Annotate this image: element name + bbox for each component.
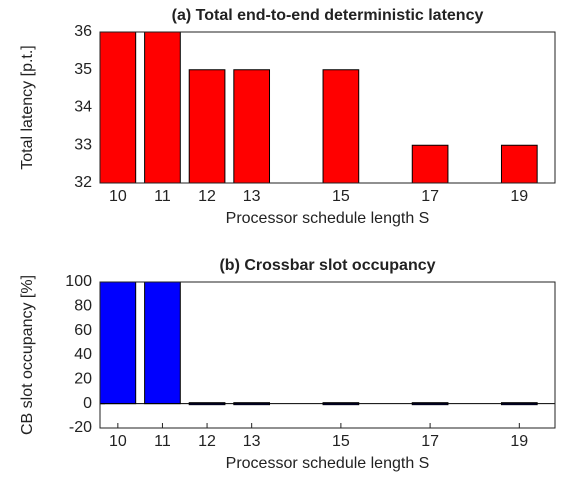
y-tick-label: 36 bbox=[74, 23, 92, 40]
x-tick-label: 10 bbox=[109, 433, 127, 450]
x-tick-label: 11 bbox=[154, 433, 171, 450]
y-tick-label: 34 bbox=[74, 99, 92, 116]
y-tick-label: 33 bbox=[74, 136, 92, 153]
bar bbox=[99, 281, 137, 405]
x-tick-label: 13 bbox=[243, 433, 261, 450]
y-axis-label: Total latency [p.t.] bbox=[19, 45, 36, 170]
y-tick-label: 0 bbox=[83, 395, 92, 412]
chart-title: (a) Total end-to-end deterministic laten… bbox=[172, 7, 484, 24]
bar bbox=[322, 69, 360, 184]
x-axis-label: Processor schedule length S bbox=[226, 455, 430, 472]
x-axis-label: Processor schedule length S bbox=[226, 210, 430, 227]
y-tick-label: 40 bbox=[74, 346, 92, 363]
x-tick-label: 12 bbox=[198, 188, 216, 205]
y-tick-label: -20 bbox=[69, 419, 92, 436]
axes-frame bbox=[99, 281, 556, 429]
bar bbox=[188, 69, 226, 184]
x-tick-label: 19 bbox=[510, 433, 528, 450]
axes-frame bbox=[99, 31, 556, 184]
x-tick-label: 11 bbox=[154, 188, 171, 205]
y-tick-label: 80 bbox=[74, 298, 92, 315]
bar bbox=[233, 69, 271, 184]
y-tick-label: 32 bbox=[74, 174, 92, 191]
bar bbox=[99, 31, 137, 184]
y-tick-label: 20 bbox=[74, 371, 92, 388]
y-axis-label: CB slot occupancy [%] bbox=[19, 275, 36, 435]
y-tick-label: 100 bbox=[65, 273, 92, 290]
x-tick-label: 15 bbox=[332, 188, 350, 205]
x-tick-label: 15 bbox=[332, 433, 350, 450]
x-tick-label: 17 bbox=[421, 433, 439, 450]
bar bbox=[144, 31, 181, 184]
bar bbox=[500, 144, 538, 184]
y-tick-label: 35 bbox=[74, 61, 92, 78]
bar bbox=[144, 281, 181, 405]
x-tick-label: 17 bbox=[421, 188, 439, 205]
x-tick-label: 12 bbox=[198, 433, 216, 450]
y-tick-label: 60 bbox=[74, 322, 92, 339]
x-tick-label: 13 bbox=[243, 188, 261, 205]
chart-title: (b) Crossbar slot occupancy bbox=[219, 257, 435, 274]
x-tick-label: 10 bbox=[109, 188, 127, 205]
x-tick-label: 19 bbox=[510, 188, 528, 205]
bar bbox=[411, 144, 449, 184]
